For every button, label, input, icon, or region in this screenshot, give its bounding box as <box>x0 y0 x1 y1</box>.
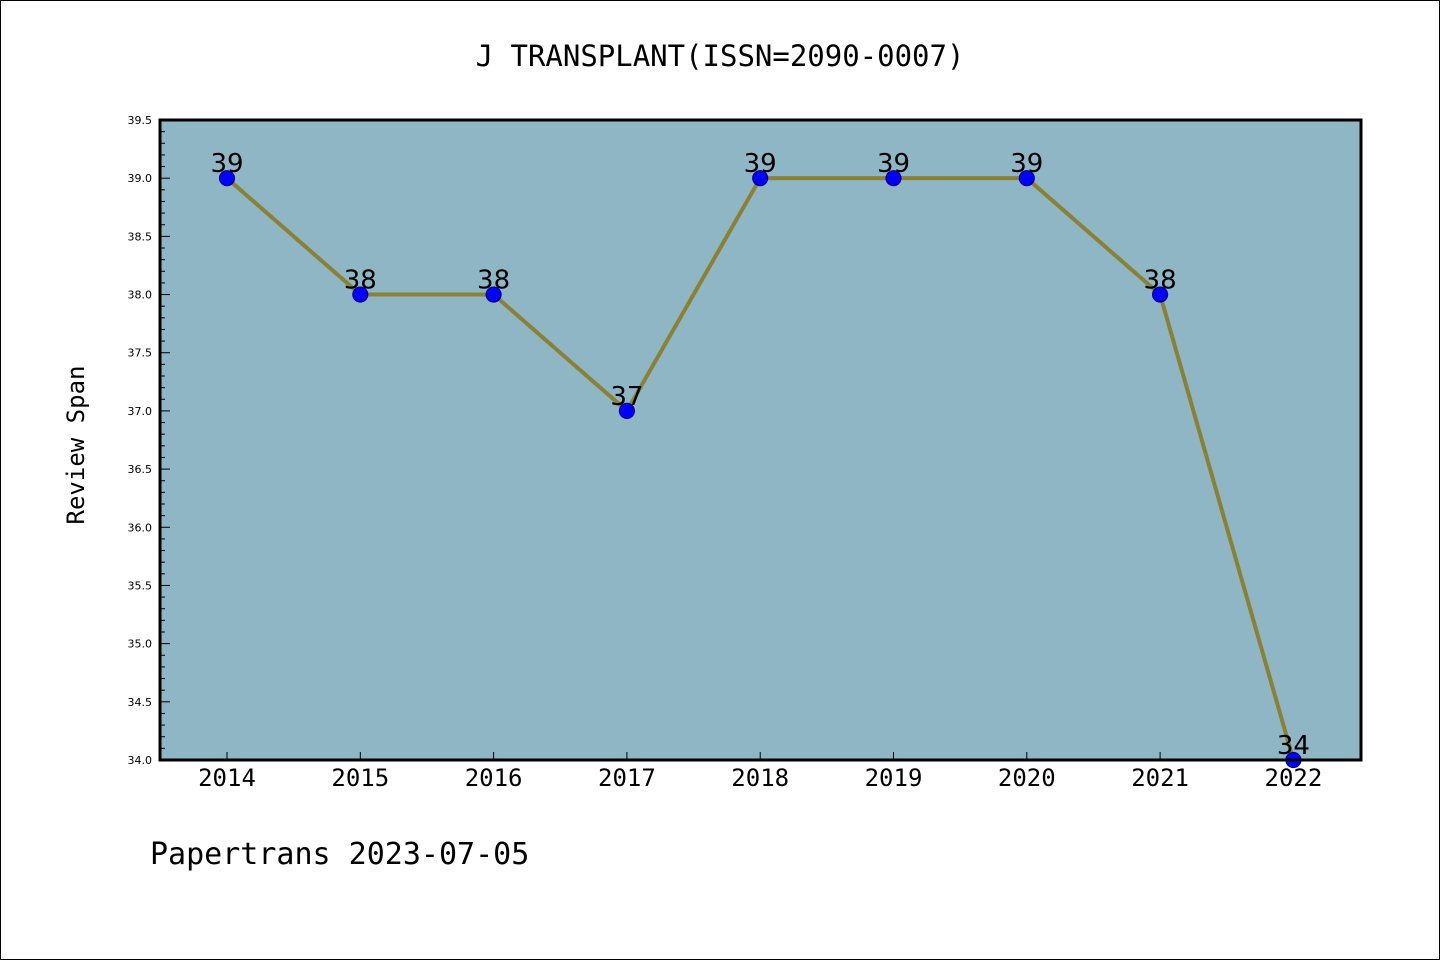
y-tick-label: 36.5 <box>128 463 153 476</box>
y-axis-label: Review Span <box>62 366 90 525</box>
x-tick-label: 2018 <box>731 764 789 792</box>
x-tick-label: 2017 <box>598 764 656 792</box>
y-tick-label: 35.0 <box>128 638 153 651</box>
plot-border <box>158 118 1363 762</box>
x-axis: 2014 2015 2016 2017 2018 2019 2020 2021 2022 <box>198 752 1322 792</box>
data-point <box>218 170 236 187</box>
x-tick-label: 2019 <box>865 764 923 792</box>
data-label: 39 <box>210 149 243 179</box>
data-label: 34 <box>1277 731 1310 761</box>
data-label: 39 <box>1010 149 1043 179</box>
data-point <box>352 286 369 303</box>
plot-area <box>160 120 1361 760</box>
data-label: 39 <box>744 149 777 179</box>
y-tick-label: 38.0 <box>128 289 153 302</box>
y-axis: 34.0 34.5 35.0 35.5 36.0 36.5 37.0 37.5 38.0 38.5… <box>128 114 170 767</box>
x-tick-label: 2021 <box>1131 764 1189 792</box>
data-label: 38 <box>477 266 510 296</box>
x-tick-label: 2020 <box>998 764 1056 792</box>
data-label: 38 <box>344 266 377 296</box>
data-point <box>1018 170 1035 187</box>
y-tick-label: 39.5 <box>128 114 153 127</box>
data-label: 39 <box>877 149 910 179</box>
data-point <box>1151 286 1169 303</box>
data-point <box>885 170 902 187</box>
chart-title: J TRANSPLANT(ISSN=2090-0007) <box>476 39 965 73</box>
y-tick-label: 34.0 <box>128 754 153 767</box>
x-tick-label: 2014 <box>198 764 256 792</box>
y-tick-label: 39.0 <box>128 172 153 185</box>
series-layer: 39 38 38 37 39 39 39 38 34 <box>210 149 1310 769</box>
data-point <box>752 170 769 187</box>
data-point <box>485 286 502 303</box>
footer-note: Papertrans 2023-07-05 <box>150 837 529 872</box>
y-tick-label: 37.5 <box>128 347 153 360</box>
y-tick-label: 38.5 <box>128 230 153 243</box>
x-tick-label: 2015 <box>331 764 389 792</box>
data-label: 38 <box>1144 266 1177 296</box>
y-tick-label: 34.5 <box>128 696 153 709</box>
x-tick-label: 2022 <box>1265 764 1323 792</box>
y-tick-label: 36.0 <box>128 521 153 534</box>
x-tick-label: 2016 <box>465 764 523 792</box>
data-point <box>618 402 636 420</box>
y-tick-label: 37.0 <box>128 405 153 418</box>
y-tick-label: 35.5 <box>128 579 153 592</box>
data-label: 37 <box>610 382 643 412</box>
